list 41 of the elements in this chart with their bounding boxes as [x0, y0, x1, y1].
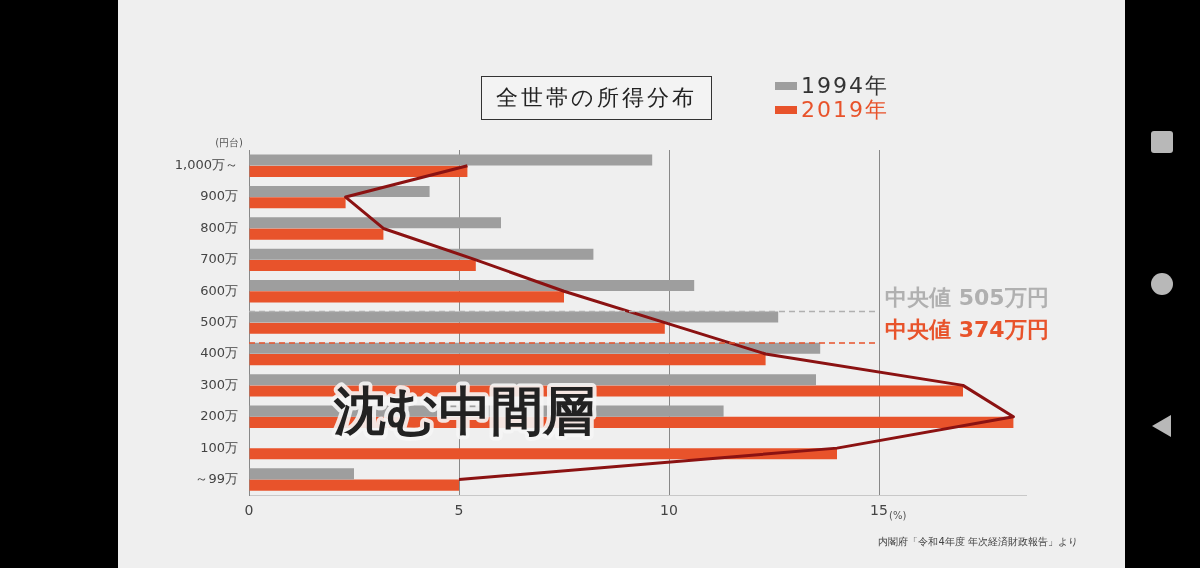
bar [249, 342, 821, 354]
bar [249, 322, 665, 334]
text: 内閣府「令和4年度 年次経済財政報告」より [878, 536, 1078, 547]
x-tick-label: 5 [454, 502, 464, 519]
y-tick-label: 600万 [200, 282, 238, 298]
y-tick-label: 100万 [200, 439, 238, 455]
ref-line-label: 中央値 374万円 [885, 316, 1049, 342]
bar [249, 479, 459, 491]
bar [249, 197, 346, 209]
bar [249, 354, 766, 366]
y-tick-label: 500万 [200, 313, 238, 329]
y-tick-label: 1,000万～ [174, 157, 238, 173]
legend-label: 2019年 [801, 97, 889, 122]
y-tick-label: 300万 [200, 376, 238, 392]
bar [249, 259, 476, 272]
y-axis-title: (円台) [215, 137, 244, 148]
bar [249, 154, 653, 166]
x-tick-label: 15 [870, 502, 888, 519]
y-tick-label: 800万 [200, 219, 238, 235]
bar [249, 374, 816, 386]
bar [249, 311, 779, 323]
x-tick-label: 10 [660, 502, 678, 519]
x-axis-title: (%) [889, 510, 907, 522]
x-tick-label: 0 [244, 502, 254, 519]
bar [249, 280, 695, 292]
y-tick-label: ～99万 [195, 470, 238, 486]
bar [249, 165, 468, 177]
y-tick-label: 700万 [200, 251, 238, 267]
bar [249, 291, 564, 303]
bar [249, 448, 837, 460]
bar [249, 248, 594, 260]
bar [249, 185, 430, 197]
chart-title: 全世帯の所得分布 [481, 76, 712, 120]
bar [249, 228, 384, 240]
legend-label: 1994年 [801, 73, 889, 98]
bar [249, 468, 354, 480]
ref-line-label: 中央値 505万円 [885, 285, 1049, 311]
bar [249, 217, 501, 229]
y-tick-label: 200万 [200, 408, 238, 424]
y-tick-label: 900万 [200, 188, 238, 204]
y-tick-label: 400万 [200, 345, 238, 361]
